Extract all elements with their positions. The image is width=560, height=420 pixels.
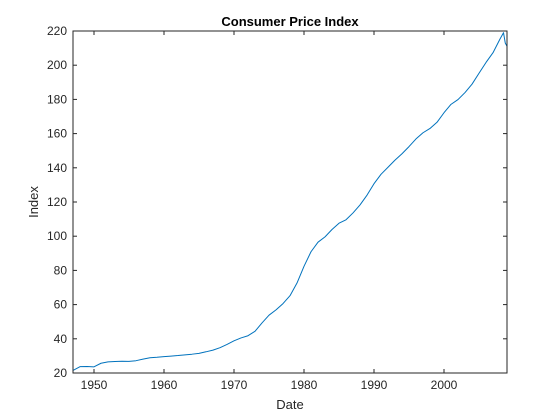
y-tick-label: 20: [54, 366, 68, 380]
x-tick-label: 1950: [81, 378, 108, 392]
x-tick-label: 1960: [151, 378, 178, 392]
x-tick-label: 1980: [291, 378, 318, 392]
x-axis-label: Date: [276, 397, 303, 412]
y-tick-label: 200: [47, 58, 67, 72]
y-tick-label: 60: [54, 298, 68, 312]
y-tick-label: 100: [47, 229, 67, 243]
y-tick-label: 160: [47, 127, 67, 141]
x-tick-label: 1990: [361, 378, 388, 392]
plot-area: [73, 31, 507, 373]
y-tick-label: 80: [54, 263, 68, 277]
series-layer: [72, 32, 508, 371]
y-tick-label: 220: [47, 24, 67, 38]
x-tick-label: 1970: [221, 378, 248, 392]
x-tick-label: 2000: [431, 378, 458, 392]
y-tick-label: 180: [47, 92, 67, 106]
ticks-layer: 1950 1960 1970 1980 1990 2000 20 40 60 80 100 120 14…: [47, 24, 507, 392]
y-tick-label: 120: [47, 195, 67, 209]
y-tick-label: 40: [54, 332, 68, 346]
y-tick-label: 140: [47, 161, 67, 175]
chart-title: Consumer Price Index: [221, 14, 359, 29]
y-axis-label: Index: [26, 186, 41, 218]
cpi-series-line: [72, 32, 508, 371]
